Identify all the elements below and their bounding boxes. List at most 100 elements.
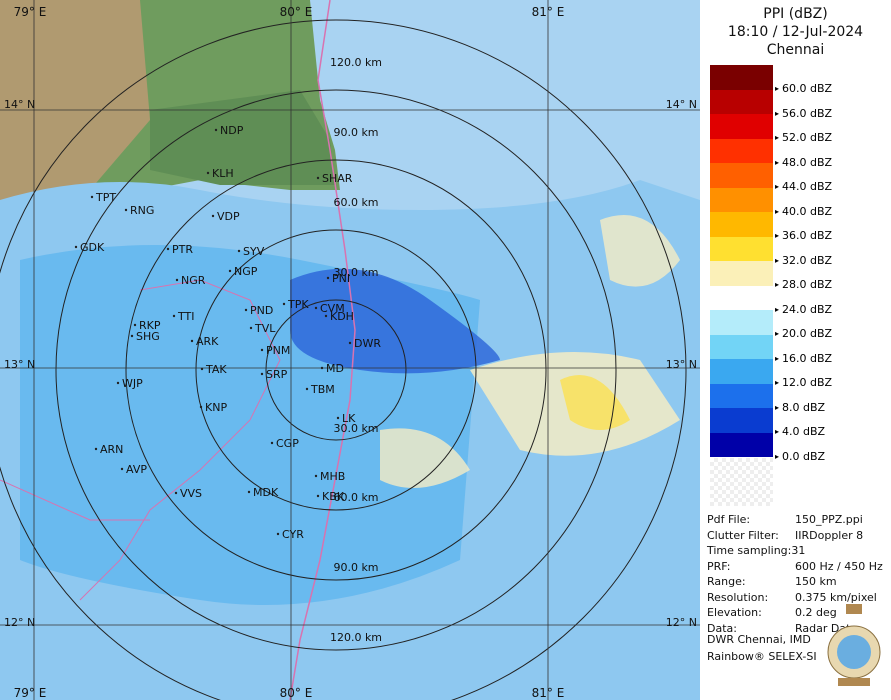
place-dot xyxy=(326,276,330,280)
info-key: Resolution: xyxy=(707,590,769,604)
lat-label: 13° N xyxy=(666,358,697,371)
place-dot xyxy=(244,308,248,312)
legend-swatch xyxy=(710,310,773,335)
legend-label: 4.0 dBZ xyxy=(782,425,826,438)
rain-core xyxy=(290,268,500,374)
legend-label: 8.0 dBZ xyxy=(782,400,826,414)
place-label: TVL xyxy=(254,322,276,335)
place-label: CVM xyxy=(320,302,345,315)
place-label: WJP xyxy=(122,377,143,390)
legend-arrow: ▸ xyxy=(775,280,780,289)
place-label: SYV xyxy=(243,245,265,258)
place-dot xyxy=(190,339,194,343)
imd-emblem xyxy=(827,604,881,686)
place-dot xyxy=(206,171,210,175)
radar-map: 79° E 80° E 81° E 79° E 80° E 81° E 14° N 14° N… xyxy=(0,0,700,700)
place-dot xyxy=(211,214,215,218)
graticule xyxy=(0,0,700,700)
info-key: Clutter Filter: xyxy=(707,528,779,542)
place-dot xyxy=(237,249,241,253)
product: PPI (dBZ) xyxy=(763,6,828,22)
place-dot xyxy=(282,302,286,306)
place-dot xyxy=(172,314,176,318)
lat-label: 12° N xyxy=(4,616,35,629)
place-label: KDH xyxy=(330,310,354,323)
place-label: MDK xyxy=(253,486,279,499)
legend-arrow: ▸ xyxy=(775,206,780,216)
place-label: ARN xyxy=(100,443,123,456)
place-label: CYR xyxy=(282,528,304,541)
place-dot xyxy=(200,367,204,371)
legend-swatch xyxy=(710,334,773,359)
place-dot xyxy=(166,247,170,251)
legend-swatch xyxy=(710,432,773,457)
range-label: 60.0 km xyxy=(333,196,378,209)
lon-label: 80° E xyxy=(280,686,313,700)
rain-area xyxy=(600,215,680,287)
place-dot xyxy=(336,416,340,420)
info-value: 600 Hz / 450 Hz xyxy=(795,559,883,573)
range-label: 90.0 km xyxy=(333,126,378,139)
place-dot xyxy=(174,491,178,495)
legend-arrow: ▸ xyxy=(775,157,780,167)
lon-label: 79° E xyxy=(14,5,47,19)
legend-arrow: ▸ xyxy=(775,353,780,363)
map-labels: 79° E 80° E 81° E 79° E 80° E 81° E 14° N 14° N… xyxy=(4,5,697,700)
place-label: DWR xyxy=(354,337,381,350)
land xyxy=(150,90,335,185)
info-value: 150_PPZ.ppi xyxy=(795,513,863,526)
place-label: RNG xyxy=(130,204,154,217)
place-dot xyxy=(270,441,274,445)
legend-swatch xyxy=(710,89,773,114)
range-ring xyxy=(55,89,617,651)
legend-swatch xyxy=(710,408,773,433)
place-dot xyxy=(175,278,179,282)
place-dot xyxy=(316,494,320,498)
legend-arrow: ▸ xyxy=(775,108,780,118)
lat-label: 12° N xyxy=(666,616,697,629)
place-label: SRP xyxy=(266,368,288,381)
info-key: Data: xyxy=(707,621,737,635)
place-dot xyxy=(120,467,124,471)
legend-label: 60.0 dBZ xyxy=(782,82,833,95)
place-label: ARK xyxy=(196,335,219,348)
place-dot xyxy=(124,208,128,212)
legend-swatch xyxy=(710,236,773,261)
legend-label: 12.0 dBZ xyxy=(782,376,833,389)
place-label: GDK xyxy=(80,241,105,254)
legend-label: 0.0 dBZ xyxy=(782,449,826,463)
place-dot xyxy=(249,326,253,330)
place-dot xyxy=(116,381,120,385)
legend-arrow: ▸ xyxy=(775,84,780,93)
legend-swatch xyxy=(710,163,773,188)
datetime: 18:10 / 12-Jul-2024 xyxy=(727,24,864,40)
place-dot xyxy=(276,532,280,536)
place-dot xyxy=(305,387,309,391)
place-dot xyxy=(130,334,134,338)
land-relief xyxy=(0,0,150,210)
place-dot xyxy=(348,341,352,345)
info-value: 150 km xyxy=(795,575,837,588)
place-dot xyxy=(199,405,203,409)
place-label: TTI xyxy=(177,310,195,323)
legend-swatch xyxy=(710,359,773,384)
place-dot xyxy=(320,366,324,370)
legend-label: 16.0 dBZ xyxy=(782,351,833,365)
side-panel: PPI (dBZ) 18:10 / 12-Jul-2024 Chennai ▸ 6… xyxy=(700,0,891,700)
place-label: TBM xyxy=(310,383,335,396)
place-dot xyxy=(74,245,78,249)
place-label: RKP xyxy=(139,319,161,332)
lat-label: 14° N xyxy=(4,98,35,111)
place-label: TAK xyxy=(205,363,227,376)
legend-swatch xyxy=(710,383,773,408)
place-dot xyxy=(314,474,318,478)
range-ring xyxy=(0,19,687,700)
place-label: KNP xyxy=(205,401,227,414)
legend-swatch xyxy=(710,261,773,286)
legend-label: 20.0 dBZ xyxy=(782,327,833,340)
range-ring xyxy=(125,159,547,581)
place-label: PNI xyxy=(332,272,350,285)
legend-swatch xyxy=(710,138,773,163)
place-label: PTR xyxy=(172,243,193,256)
